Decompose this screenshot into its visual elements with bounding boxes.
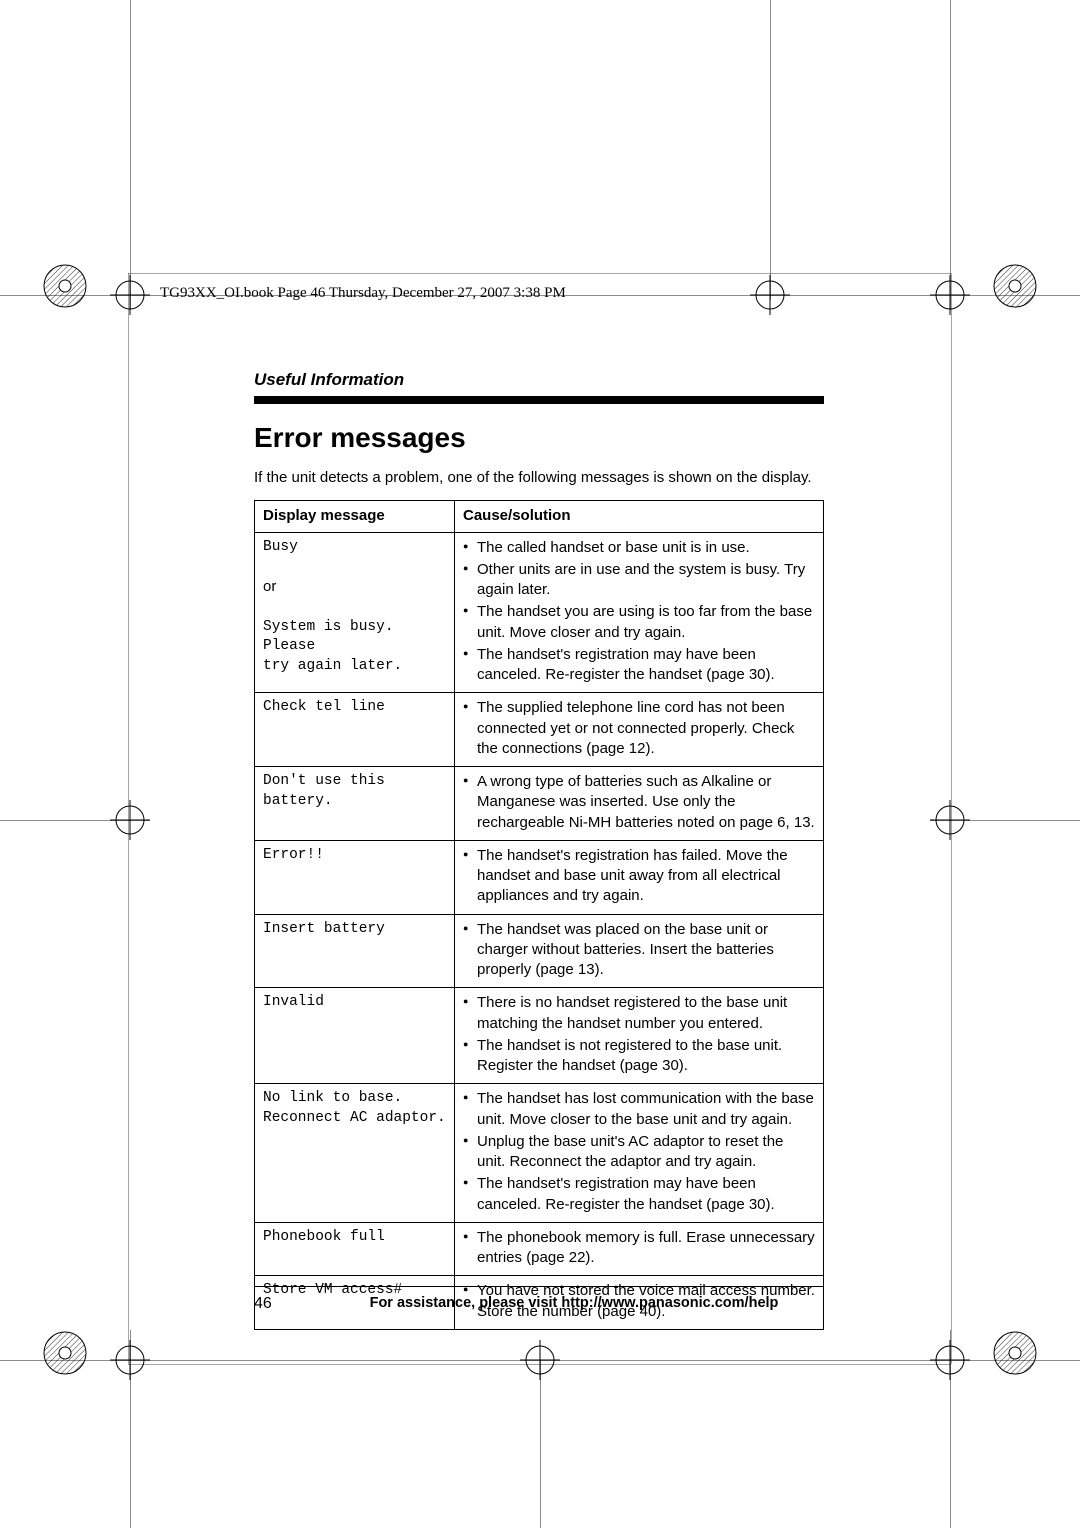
registration-mark-icon <box>992 263 1038 309</box>
crosshair-mark-icon <box>750 275 790 315</box>
solution-list: The handset's registration has failed. M… <box>463 846 815 907</box>
guide-line <box>950 0 951 310</box>
crosshair-mark-icon <box>930 1340 970 1380</box>
solution-item: The handset was placed on the base unit … <box>463 920 815 981</box>
solution-item: There is no handset registered to the ba… <box>463 993 815 1034</box>
table-row: Invalid There is no handset registered to… <box>255 988 824 1084</box>
table-header-row: Display message Cause/solution <box>255 501 824 532</box>
crosshair-mark-icon <box>110 800 150 840</box>
book-stamp: TG93XX_OI.book Page 46 Thursday, Decembe… <box>160 285 566 302</box>
solution-list: The handset has lost communication with … <box>463 1089 815 1215</box>
intro-text: If the unit detects a problem, one of th… <box>254 468 824 488</box>
display-message-line <box>263 557 446 577</box>
crosshair-mark-icon <box>930 800 970 840</box>
solution-list: The supplied telephone line cord has not… <box>463 698 815 759</box>
registration-mark-icon <box>42 263 88 309</box>
table-row: Insert battery The handset was placed on … <box>255 914 824 988</box>
error-table: Display message Cause/solution Busy or S… <box>254 500 824 1330</box>
solution-item: The handset is not registered to the bas… <box>463 1036 815 1077</box>
cause-solution-cell: A wrong type of batteries such as Alkali… <box>455 767 824 841</box>
table-row: Error!! The handset's registration has fa… <box>255 840 824 914</box>
solution-item: The handset you are using is too far fro… <box>463 602 815 643</box>
solution-item: A wrong type of batteries such as Alkali… <box>463 772 815 833</box>
registration-mark-icon <box>42 1330 88 1376</box>
solution-item: The handset has lost communication with … <box>463 1089 815 1130</box>
crosshair-mark-icon <box>110 1340 150 1380</box>
solution-item: Unplug the base unit's AC adaptor to res… <box>463 1132 815 1173</box>
section-label: Useful Information <box>254 370 824 390</box>
table-row: No link to base.Reconnect AC adaptor.The… <box>255 1084 824 1223</box>
crosshair-mark-icon <box>520 1340 560 1380</box>
solution-list: The handset was placed on the base unit … <box>463 920 815 981</box>
display-message-line: Busy <box>263 538 446 558</box>
table-row: Don't use this battery. A wrong type of b… <box>255 767 824 841</box>
display-message-cell: No link to base.Reconnect AC adaptor. <box>255 1084 455 1223</box>
display-message-cell: Error!! <box>255 840 455 914</box>
guide-line <box>540 1360 541 1528</box>
frame-line <box>128 273 951 274</box>
page-number: 46 <box>254 1295 324 1313</box>
table-header: Display message <box>255 501 455 532</box>
cause-solution-cell: The handset was placed on the base unit … <box>455 914 824 988</box>
footer-rule <box>254 1286 824 1287</box>
solution-item: The handset's registration has failed. M… <box>463 846 815 907</box>
guide-line <box>770 0 771 300</box>
solution-list: The phonebook memory is full. Erase unne… <box>463 1228 815 1269</box>
display-message-line: System is busy. Please <box>263 618 446 657</box>
solution-list: A wrong type of batteries such as Alkali… <box>463 772 815 833</box>
display-message-cell: Insert battery <box>255 914 455 988</box>
crosshair-mark-icon <box>930 275 970 315</box>
content-area: Useful Information Error messages If the… <box>254 370 824 1330</box>
display-message-cell: Don't use this battery. <box>255 767 455 841</box>
display-message-line: Reconnect AC adaptor. <box>263 1109 446 1129</box>
solution-item: Other units are in use and the system is… <box>463 560 815 601</box>
display-message-line: Insert battery <box>263 920 446 940</box>
solution-item: The supplied telephone line cord has not… <box>463 698 815 759</box>
cause-solution-cell: The handset's registration has failed. M… <box>455 840 824 914</box>
display-message-cell: Check tel line <box>255 693 455 767</box>
display-message-line: Don't use this battery. <box>263 772 446 811</box>
table-row: Busy or System is busy. Pleasetry again … <box>255 532 824 693</box>
display-message-line: Phonebook full <box>263 1228 446 1248</box>
display-message-line: Error!! <box>263 846 446 866</box>
display-message-line <box>263 598 446 618</box>
cause-solution-cell: There is no handset registered to the ba… <box>455 988 824 1084</box>
display-message-line: Invalid <box>263 993 446 1013</box>
guide-line <box>130 0 131 310</box>
display-message-cell: Busy or System is busy. Pleasetry again … <box>255 532 455 693</box>
cause-solution-cell: The phonebook memory is full. Erase unne… <box>455 1222 824 1276</box>
solution-list: The called handset or base unit is in us… <box>463 538 815 686</box>
section-rule <box>254 396 824 404</box>
table-header: Cause/solution <box>455 501 824 532</box>
display-message-line: or <box>263 577 446 597</box>
solution-item: The phonebook memory is full. Erase unne… <box>463 1228 815 1269</box>
crosshair-mark-icon <box>110 275 150 315</box>
cause-solution-cell: The supplied telephone line cord has not… <box>455 693 824 767</box>
display-message-cell: Phonebook full <box>255 1222 455 1276</box>
print-page: TG93XX_OI.book Page 46 Thursday, Decembe… <box>0 0 1080 1528</box>
solution-item: The handset's registration may have been… <box>463 1174 815 1215</box>
page-title: Error messages <box>254 422 824 454</box>
cause-solution-cell: The called handset or base unit is in us… <box>455 532 824 693</box>
display-message-cell: Invalid <box>255 988 455 1084</box>
display-message-line: Check tel line <box>263 698 446 718</box>
footer-assist: For assistance, please visit http://www.… <box>324 1295 824 1313</box>
table-row: Phonebook full The phonebook memory is fu… <box>255 1222 824 1276</box>
display-message-line: try again later. <box>263 657 446 677</box>
table-row: Check tel line The supplied telephone lin… <box>255 693 824 767</box>
solution-item: The handset's registration may have been… <box>463 645 815 686</box>
solution-list: There is no handset registered to the ba… <box>463 993 815 1076</box>
solution-item: The called handset or base unit is in us… <box>463 538 815 558</box>
registration-mark-icon <box>992 1330 1038 1376</box>
cause-solution-cell: The handset has lost communication with … <box>455 1084 824 1223</box>
display-message-line: No link to base. <box>263 1089 446 1109</box>
page-footer: 46 For assistance, please visit http://w… <box>254 1286 824 1313</box>
